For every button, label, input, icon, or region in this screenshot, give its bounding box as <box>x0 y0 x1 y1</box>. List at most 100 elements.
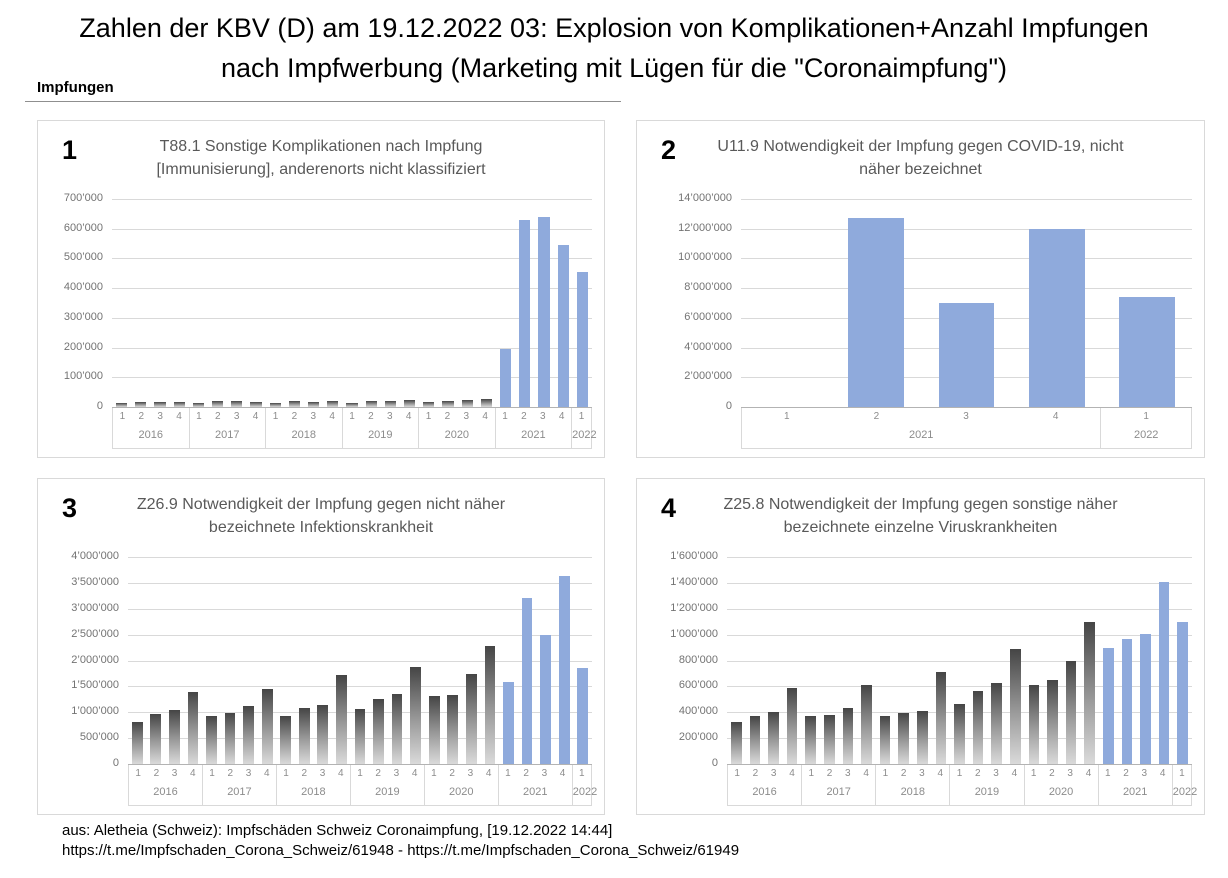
bar-baseline <box>243 706 254 764</box>
quarter-label: 3 <box>539 411 546 422</box>
quarter-label: 1 <box>579 768 585 779</box>
gridline <box>112 347 592 349</box>
bar-baseline <box>879 716 891 764</box>
gridline <box>727 686 1192 688</box>
chart-panel-4: 4 Z25.8 Notwendigkeit der Impfung gegen … <box>636 478 1205 815</box>
year-group: 1 2022 <box>572 407 597 449</box>
quarter-label: 3 <box>1067 768 1073 779</box>
bar-baseline <box>465 674 477 764</box>
y-tick-label: 1’500’000 <box>71 679 119 692</box>
y-tick-label: 700’000 <box>63 192 103 204</box>
year-label: 2022 <box>1172 786 1198 798</box>
bar-highlighted <box>519 219 531 407</box>
y-tick-label: 8’000’000 <box>684 281 732 294</box>
year-group: 1 2 3 4 2018 <box>876 764 951 806</box>
bar-highlighted <box>558 576 570 764</box>
bar-baseline <box>192 402 204 407</box>
y-axis-tick-labels: 14’000’000 12’000’000 10’000’000 8’000’000 6… <box>641 192 741 412</box>
quarter-label: 3 <box>319 768 326 779</box>
y-tick-label: 1’000’000 <box>71 705 119 718</box>
charts-grid: 1 T88.1 Sonstige Komplikationen nach Imp… <box>37 120 1205 815</box>
quarter-label: 1 <box>734 768 740 779</box>
year-label: 2017 <box>826 786 851 798</box>
quarter-label: 3 <box>845 768 851 779</box>
chart-panel-2: 2 U11.9 Notwendigkeit der Impfung gegen … <box>636 120 1205 458</box>
quarter-label: 2 <box>900 768 907 779</box>
plot-area <box>727 557 1192 765</box>
chart-title: U11.9 Notwendigkeit der Impfung gegen CO… <box>717 138 1124 178</box>
bar-baseline <box>373 699 384 764</box>
chart-body: 4’000’000 3’500’000 3’000’000 2’500’000 2’00… <box>42 550 598 806</box>
bar-baseline <box>480 398 492 407</box>
bar-baseline <box>288 401 300 407</box>
year-label: 2019 <box>974 786 1000 798</box>
bar-highlighted <box>1177 621 1189 764</box>
bar-baseline <box>261 688 273 764</box>
gridline <box>128 608 592 610</box>
quarter-label: 2 <box>375 768 381 779</box>
y-tick-label: 3’500’000 <box>71 575 119 588</box>
quarter-label: 3 <box>157 411 163 422</box>
year-label: 2019 <box>375 786 400 798</box>
gridline <box>727 634 1192 636</box>
bar-baseline <box>1065 660 1077 764</box>
chart-number-badge: 4 <box>661 493 677 523</box>
bar-highlighted <box>1102 648 1114 764</box>
bar-baseline <box>1009 648 1021 764</box>
bar-baseline <box>442 401 454 407</box>
quarter-labels: 1 <box>1173 764 1191 783</box>
bar-baseline <box>484 646 496 764</box>
year-label: 2018 <box>900 786 926 798</box>
gridline <box>741 199 1192 200</box>
bar-baseline <box>269 402 281 407</box>
quarter-label: 4 <box>558 411 565 422</box>
chart-number-badge: 3 <box>62 493 78 523</box>
quarter-label: 2 <box>215 411 221 422</box>
quarter-label: 3 <box>993 768 999 779</box>
chart-number-badge: 1 <box>62 135 78 165</box>
year-label: 2021 <box>1122 786 1148 798</box>
quarter-label: 4 <box>863 768 869 779</box>
bar-baseline <box>1028 685 1040 764</box>
quarter-label: 2 <box>975 768 981 779</box>
quarter-label: 1 <box>272 411 279 422</box>
year-group: 1 2 3 4 2017 <box>189 407 267 449</box>
quarter-label: 4 <box>337 768 344 779</box>
bar-baseline <box>1084 621 1096 764</box>
bar-baseline <box>150 714 162 764</box>
quarter-label: 2 <box>1123 768 1129 779</box>
bar-baseline <box>991 683 1003 764</box>
quarter-label: 2 <box>826 768 833 779</box>
quarter-label: 4 <box>252 411 259 422</box>
y-tick-label: 500’000 <box>79 731 119 744</box>
bar-highlighted <box>577 668 589 764</box>
bar-baseline <box>224 712 236 764</box>
chart-body: 14’000’000 12’000’000 10’000’000 8’000’000 6… <box>641 192 1192 449</box>
year-group: 1 2 3 4 2021 <box>741 407 1102 449</box>
quarter-label: 2 <box>752 768 759 779</box>
x-axis-labels: 1 2 3 4 2021 1 2022 <box>741 407 1192 449</box>
bar-baseline <box>212 401 224 407</box>
y-tick-label: 6’000’000 <box>684 310 732 323</box>
bar-baseline <box>173 401 185 407</box>
x-axis-line <box>112 407 592 408</box>
quarter-label: 4 <box>937 768 944 779</box>
quarter-label: 2 <box>138 411 145 422</box>
quarter-label: 1 <box>1104 768 1111 779</box>
quarter-label: 1 <box>808 768 815 779</box>
year-group: 1 2 3 4 2018 <box>276 764 351 806</box>
bar-highlighted <box>1140 633 1151 764</box>
y-tick-label: 100’000 <box>63 370 103 383</box>
bar-highlighted <box>521 597 533 764</box>
quarter-label: 3 <box>467 768 474 779</box>
bar-baseline <box>154 401 166 407</box>
quarter-label: 4 <box>190 768 196 779</box>
year-label: 2022 <box>572 786 598 798</box>
